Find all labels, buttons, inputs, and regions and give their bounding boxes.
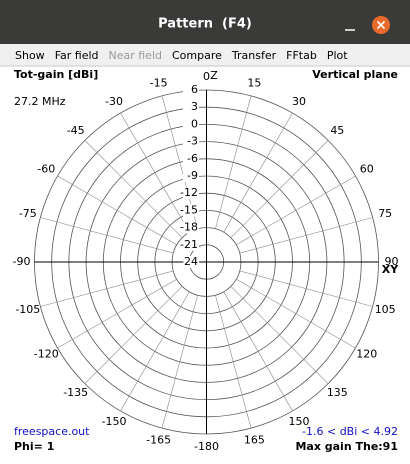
r-tick-label: -12 [180, 186, 198, 199]
r-tick-label: 3 [191, 100, 198, 113]
grid-spoke [84, 286, 183, 384]
grid-spoke [120, 291, 190, 412]
grid-spoke [161, 295, 198, 429]
angle-tick-label: -135 [63, 386, 88, 399]
axis-label-xy: XY [382, 263, 399, 276]
angle-tick-label: -105 [15, 303, 40, 316]
r-tick-label: -21 [180, 238, 198, 251]
grid-spoke [215, 295, 252, 429]
tick-label-bg [183, 135, 199, 148]
grid-spoke [236, 175, 356, 246]
tick-label-bg [183, 170, 199, 182]
angle-tick-label: -150 [102, 415, 127, 428]
menu-items: Show Far field Near field Compare Transfer FF… [15, 49, 348, 62]
tick-label-bg [183, 221, 199, 234]
angle-tick-label: -120 [34, 348, 59, 361]
r-tick-label: 6 [191, 83, 198, 96]
r-tick-label: -15 [180, 203, 198, 216]
angle-tick-label: 135 [327, 386, 348, 399]
axis-label-z: Z [210, 69, 218, 82]
angle-tick-label: -30 [105, 95, 123, 108]
angle-tick-label: 105 [375, 303, 396, 316]
close-icon [376, 20, 386, 30]
grid-spoke [84, 140, 183, 238]
frequency-label: 27.2 MHz [14, 95, 66, 108]
grid-spoke [239, 217, 373, 254]
angle-tick-label: 30 [292, 95, 306, 108]
angle-tick-label: 90 [385, 255, 399, 268]
tick-label-bg [183, 152, 199, 165]
r-tick-label: -3 [187, 135, 198, 148]
angle-tick-label: -15 [150, 76, 168, 89]
angle-tick-label: 60 [360, 163, 374, 176]
range-label: -1.6 < dBi < 4.92 [302, 425, 398, 438]
grid-spoke [57, 278, 177, 349]
polar-chart: 0 153045607590105120135150165-180-165-150… [13, 68, 400, 453]
tick-label-bg [183, 238, 199, 251]
angle-tick-label: 45 [330, 124, 344, 137]
max-gain-label: Max gain The:91 [295, 440, 398, 453]
angle-tick-label: -45 [67, 124, 85, 137]
angle-tick-label: -90 [13, 255, 31, 268]
menu-item[interactable]: FFtab [286, 49, 317, 62]
tick-label-bg [183, 84, 199, 96]
angle-tick-label: 165 [244, 434, 265, 447]
grid-spoke [223, 291, 293, 412]
angle-tick-label: -180 [194, 440, 219, 453]
grid-spoke [230, 286, 329, 384]
grid-spoke [215, 95, 252, 229]
r-tick-label: -9 [187, 169, 198, 182]
angle-tick-label: -75 [19, 207, 37, 220]
r-tick-label: -18 [180, 221, 198, 234]
grid-spoke [230, 140, 329, 238]
angle-tick-label: -60 [37, 163, 55, 176]
angle-tick-label: -165 [146, 434, 171, 447]
grid-spoke [223, 112, 293, 233]
grid-spoke [40, 270, 174, 307]
r-tick-label: 0 [191, 117, 198, 130]
menu-item[interactable]: Compare [172, 49, 222, 62]
menu-item[interactable]: Transfer [231, 49, 277, 62]
angle-tick-label: 150 [289, 415, 310, 428]
phi-label: Phi= 1 [14, 440, 54, 453]
grid-spoke [40, 217, 174, 254]
menu-bar [0, 44, 410, 66]
r-tick-label: -6 [187, 152, 198, 165]
grid-spoke [120, 112, 190, 233]
grid-spoke [236, 278, 356, 349]
angle-tick-label: 15 [247, 76, 261, 89]
grid-spoke [239, 270, 373, 307]
angle-tick-label: 75 [378, 207, 392, 220]
window-title: Pattern (F4) [158, 17, 252, 32]
grid-spoke [57, 175, 177, 246]
close-button[interactable] [372, 16, 390, 34]
menu-item[interactable]: Far field [55, 49, 99, 62]
plane-label: Vertical plane [312, 68, 398, 81]
angle-tick-label: 120 [356, 348, 377, 361]
title-bar [0, 0, 410, 44]
file-label: freespace.out [14, 425, 90, 438]
menu-item[interactable]: Show [15, 49, 45, 62]
menu-item: Near field [109, 49, 163, 62]
r-tick-label: -24 [180, 255, 198, 268]
tick-label-bg [183, 118, 199, 131]
quantity-label: Tot-gain [dBi] [14, 68, 98, 81]
tick-label-bg [183, 256, 199, 268]
tick-label-bg [183, 204, 199, 217]
menu-item[interactable]: Plot [327, 49, 348, 62]
tick-label-bg [183, 101, 199, 114]
angle-tick-label: 0 [203, 70, 210, 83]
tick-label-bg [183, 187, 199, 200]
